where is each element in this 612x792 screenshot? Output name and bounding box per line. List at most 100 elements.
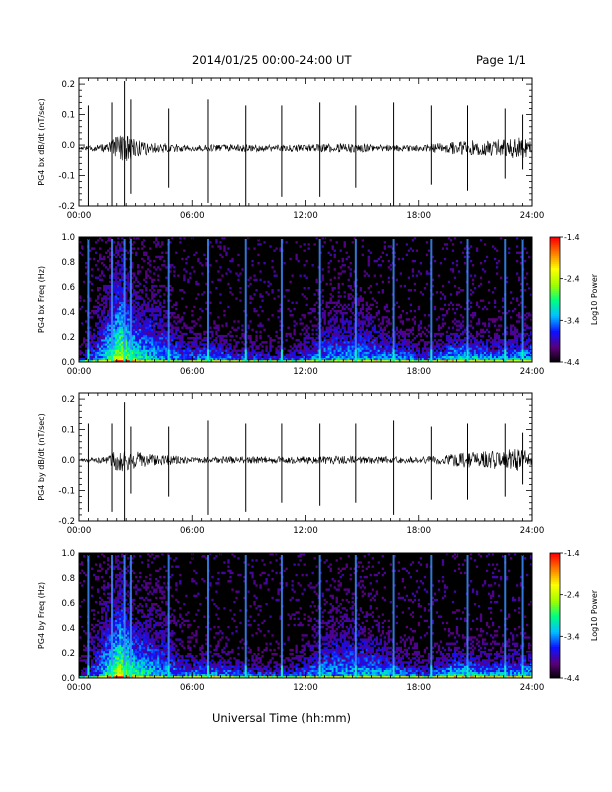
colorbar-segment bbox=[550, 253, 560, 257]
spectrogram-cell bbox=[361, 253, 364, 257]
spectrogram-cell bbox=[97, 351, 100, 354]
spectrogram-cell bbox=[475, 332, 479, 336]
spectrogram-cell bbox=[411, 259, 415, 263]
spectrogram-cell bbox=[117, 241, 120, 244]
spectrogram-cell bbox=[345, 318, 348, 321]
spectrogram-cell bbox=[497, 353, 501, 357]
spectrogram-cell bbox=[493, 287, 497, 290]
spectrogram-cell bbox=[251, 297, 254, 300]
spectrogram-cell bbox=[523, 351, 527, 354]
spectrogram-cell bbox=[495, 357, 499, 361]
spectrogram-cell bbox=[437, 345, 441, 348]
spectrogram-cell bbox=[137, 312, 140, 315]
spectrogram-cell bbox=[367, 349, 370, 352]
spectrogram-cell bbox=[469, 339, 473, 342]
spectrogram-cell bbox=[431, 351, 435, 354]
spectrogram-cell bbox=[107, 237, 110, 240]
spectrogram-cell bbox=[247, 349, 250, 352]
spectrogram-cell bbox=[479, 351, 483, 354]
spectrogram-cell bbox=[107, 326, 110, 329]
spectrogram-cell bbox=[121, 266, 124, 269]
spectrogram-cell bbox=[145, 309, 148, 313]
spectrogram-cell bbox=[197, 359, 200, 363]
spectrogram-cell bbox=[171, 314, 174, 317]
spectrogram-cell bbox=[367, 262, 370, 265]
spectrogram-cell bbox=[95, 353, 98, 357]
spectrogram-cell bbox=[215, 330, 218, 334]
spectrogram-cell bbox=[153, 343, 156, 346]
spectrogram-cell bbox=[183, 291, 186, 294]
spectrogram-cell bbox=[411, 318, 415, 321]
spectrogram-cell bbox=[121, 351, 124, 354]
spectrogram-cell bbox=[339, 309, 342, 313]
spectrogram-cell bbox=[473, 351, 477, 354]
spectrogram-cell bbox=[199, 332, 202, 336]
spectrogram-cell bbox=[147, 255, 150, 259]
spectrogram-cell bbox=[447, 334, 451, 338]
spectrogram-cell bbox=[171, 337, 174, 340]
spectrogram-cell bbox=[301, 359, 304, 363]
spectrogram-cell bbox=[513, 349, 517, 352]
spectrogram-cell bbox=[249, 282, 252, 286]
spectrogram-cell bbox=[119, 349, 122, 352]
colorbar-segment bbox=[550, 341, 560, 344]
spectrogram-cell bbox=[169, 337, 172, 340]
spike-line bbox=[167, 239, 170, 362]
spectrogram-cell bbox=[189, 347, 192, 350]
spectrogram-cell bbox=[517, 303, 521, 307]
spectrogram-cell bbox=[321, 295, 324, 298]
spectrogram-cell bbox=[131, 347, 134, 350]
spectrogram-cell bbox=[181, 355, 184, 359]
spectrogram-cell bbox=[323, 351, 326, 354]
spectrogram-cell bbox=[161, 330, 164, 334]
spectrogram-cell bbox=[241, 357, 244, 361]
spectrogram-cell bbox=[423, 357, 427, 361]
spectrogram-cell bbox=[255, 347, 258, 350]
spectrogram-cell bbox=[131, 312, 134, 315]
spectrogram-cell bbox=[227, 347, 230, 350]
spectrogram-cell bbox=[335, 339, 338, 342]
spectrogram-cell bbox=[337, 301, 340, 304]
spectrogram-cell bbox=[83, 280, 86, 284]
spectrogram-cell bbox=[141, 305, 144, 309]
spectrogram-cell bbox=[379, 255, 382, 259]
spectrogram-cell bbox=[131, 339, 134, 342]
spectrogram-cell bbox=[101, 270, 104, 273]
spectrogram-cell bbox=[363, 343, 366, 346]
spectrogram-cell bbox=[369, 337, 372, 340]
spectrogram-cell bbox=[119, 314, 122, 317]
spectrogram-cell bbox=[135, 316, 138, 319]
spectrogram-cell bbox=[369, 314, 372, 317]
spectrogram-cell bbox=[127, 357, 130, 361]
spectrogram-cell bbox=[153, 349, 156, 352]
spectrogram-cell bbox=[385, 359, 388, 363]
spectrogram-cell bbox=[375, 312, 378, 315]
spectrogram-cell bbox=[365, 309, 368, 313]
spectrogram-cell bbox=[343, 351, 346, 354]
spectrogram-cell bbox=[143, 322, 146, 325]
spectrogram-cell bbox=[133, 303, 136, 307]
spectrogram-cell bbox=[337, 355, 340, 359]
spectrogram-cell bbox=[327, 353, 330, 357]
spectrogram-cell bbox=[145, 280, 148, 284]
spectrogram-cell bbox=[147, 268, 150, 271]
spectrogram-cell bbox=[327, 301, 330, 304]
spectrogram-cell bbox=[171, 305, 174, 309]
spectrogram-cell bbox=[441, 345, 445, 348]
spectrogram-cell bbox=[527, 351, 531, 354]
spectrogram-cell bbox=[163, 305, 166, 309]
spectrogram-cell bbox=[511, 341, 515, 344]
spectrogram-cell bbox=[99, 247, 102, 250]
spectrogram-cell bbox=[307, 359, 310, 363]
spectrogram-cell bbox=[311, 347, 314, 350]
spectrogram-cell bbox=[495, 337, 499, 340]
spectrogram-cell bbox=[497, 347, 501, 350]
spectrogram-cell bbox=[515, 237, 519, 240]
spectrogram-cell bbox=[175, 322, 178, 325]
spectrogram-cell bbox=[107, 339, 110, 342]
spectrogram-cell bbox=[327, 320, 330, 323]
spectrogram-cell bbox=[491, 353, 495, 357]
spectrogram-cell bbox=[101, 320, 104, 323]
spectrogram-cell bbox=[471, 349, 475, 352]
spectrogram-cell bbox=[381, 353, 384, 357]
